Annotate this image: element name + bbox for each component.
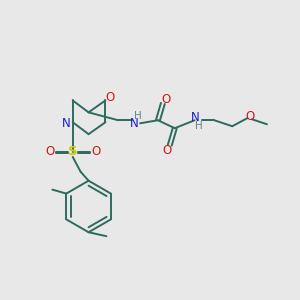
Text: N: N — [130, 117, 139, 130]
Text: N: N — [191, 111, 200, 124]
Text: H: H — [195, 121, 203, 131]
Text: O: O — [245, 110, 255, 123]
Text: S: S — [68, 146, 77, 158]
Text: O: O — [161, 93, 170, 106]
Text: O: O — [162, 143, 172, 157]
Text: O: O — [45, 146, 55, 158]
Text: H: H — [134, 111, 142, 121]
Text: N: N — [61, 117, 70, 130]
Text: O: O — [91, 146, 100, 158]
Text: O: O — [106, 91, 115, 104]
